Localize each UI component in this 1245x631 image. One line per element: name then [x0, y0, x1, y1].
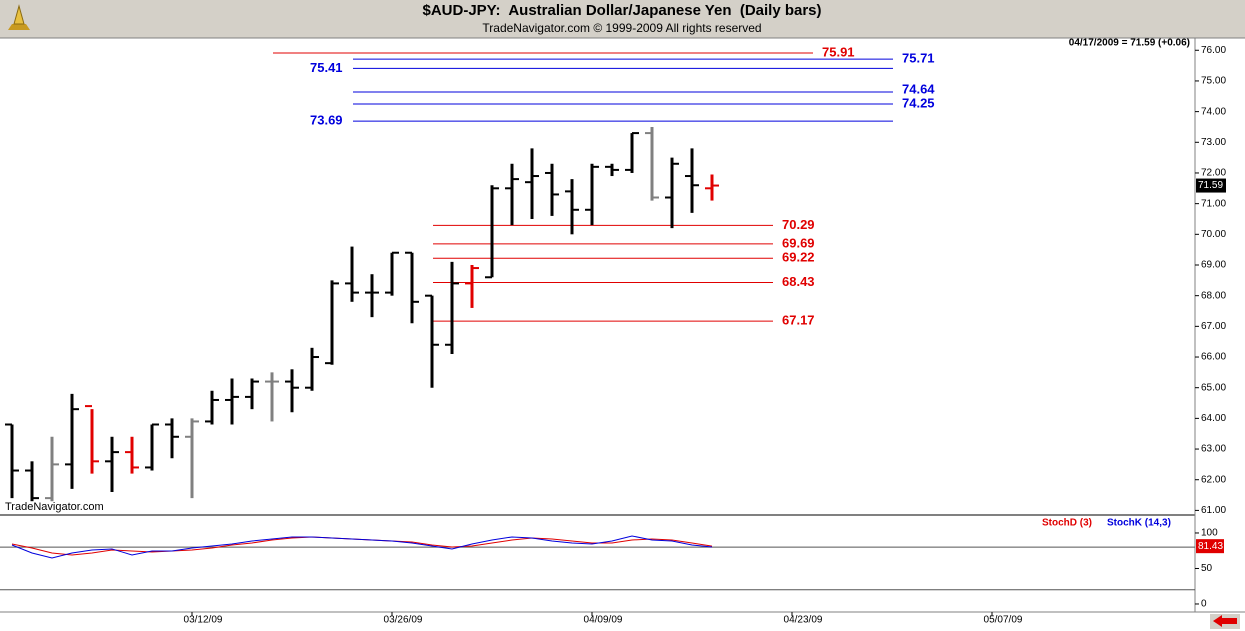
last-value-box — [1196, 539, 1224, 554]
y-tick-label: 50 — [1201, 563, 1213, 574]
y-tick-label: 68.00 — [1201, 290, 1226, 301]
stoch-line — [11, 535, 713, 559]
chart-title: $AUD-JPY: Australian Dollar/Japanese Yen… — [422, 2, 821, 19]
x-tick-label: 04/23/09 — [784, 615, 823, 626]
y-tick-label: 69.00 — [1201, 260, 1226, 271]
last-price-label: 71.59 — [1198, 180, 1223, 191]
status-text: 04/17/2009 = 71.59 (+0.06) — [1069, 38, 1190, 49]
level-label: 74.25 — [902, 95, 935, 110]
y-tick-label: 65.00 — [1201, 382, 1226, 393]
y-tick-label: 0 — [1201, 599, 1207, 610]
level-label: 69.69 — [782, 235, 815, 250]
x-tick-label: 04/09/09 — [584, 615, 623, 626]
level-label: 68.43 — [782, 274, 815, 289]
level-label: 75.41 — [310, 60, 343, 75]
logo — [8, 4, 30, 30]
y-tick-label: 64.00 — [1201, 413, 1226, 424]
scroll-arrow[interactable] — [1210, 614, 1240, 629]
level-label: 70.29 — [782, 217, 815, 232]
y-tick-label: 100 — [1201, 528, 1218, 539]
y-tick-label: 63.00 — [1201, 444, 1226, 455]
y-tick-label: 61.00 — [1201, 505, 1226, 516]
level-label: 69.22 — [782, 250, 815, 265]
x-tick-label: 03/12/09 — [184, 615, 223, 626]
x-tick-label: 05/07/09 — [984, 615, 1023, 626]
y-tick-label: 66.00 — [1201, 352, 1226, 363]
y-tick-label: 74.00 — [1201, 106, 1226, 117]
y-tick-label: 75.00 — [1201, 76, 1226, 87]
title-bar — [0, 0, 1245, 38]
y-tick-label: 62.00 — [1201, 474, 1226, 485]
level-label: 75.91 — [822, 44, 855, 59]
last-value-label: 81.43 — [1198, 541, 1223, 552]
level-label: 75.71 — [902, 51, 935, 66]
level-label: 67.17 — [782, 313, 815, 328]
legend-entry: StochK (14,3) — [1107, 518, 1171, 529]
y-tick-label: 72.00 — [1201, 168, 1226, 179]
level-label: 74.64 — [902, 81, 935, 96]
last-price-box — [1196, 178, 1226, 193]
watermark: TradeNavigator.com — [5, 501, 104, 513]
y-tick-label: 70.00 — [1201, 229, 1226, 240]
legend-entry: StochD (3) — [1042, 518, 1092, 529]
y-tick-label: 71.00 — [1201, 198, 1226, 209]
y-tick-label: 73.00 — [1201, 137, 1226, 148]
y-tick-label: 76.00 — [1201, 45, 1226, 56]
subtitle: TradeNavigator.com © 1999-2009 All right… — [482, 21, 761, 35]
level-label: 73.69 — [310, 113, 343, 128]
x-tick-label: 03/26/09 — [384, 615, 423, 626]
y-tick-label: 67.00 — [1201, 321, 1226, 332]
